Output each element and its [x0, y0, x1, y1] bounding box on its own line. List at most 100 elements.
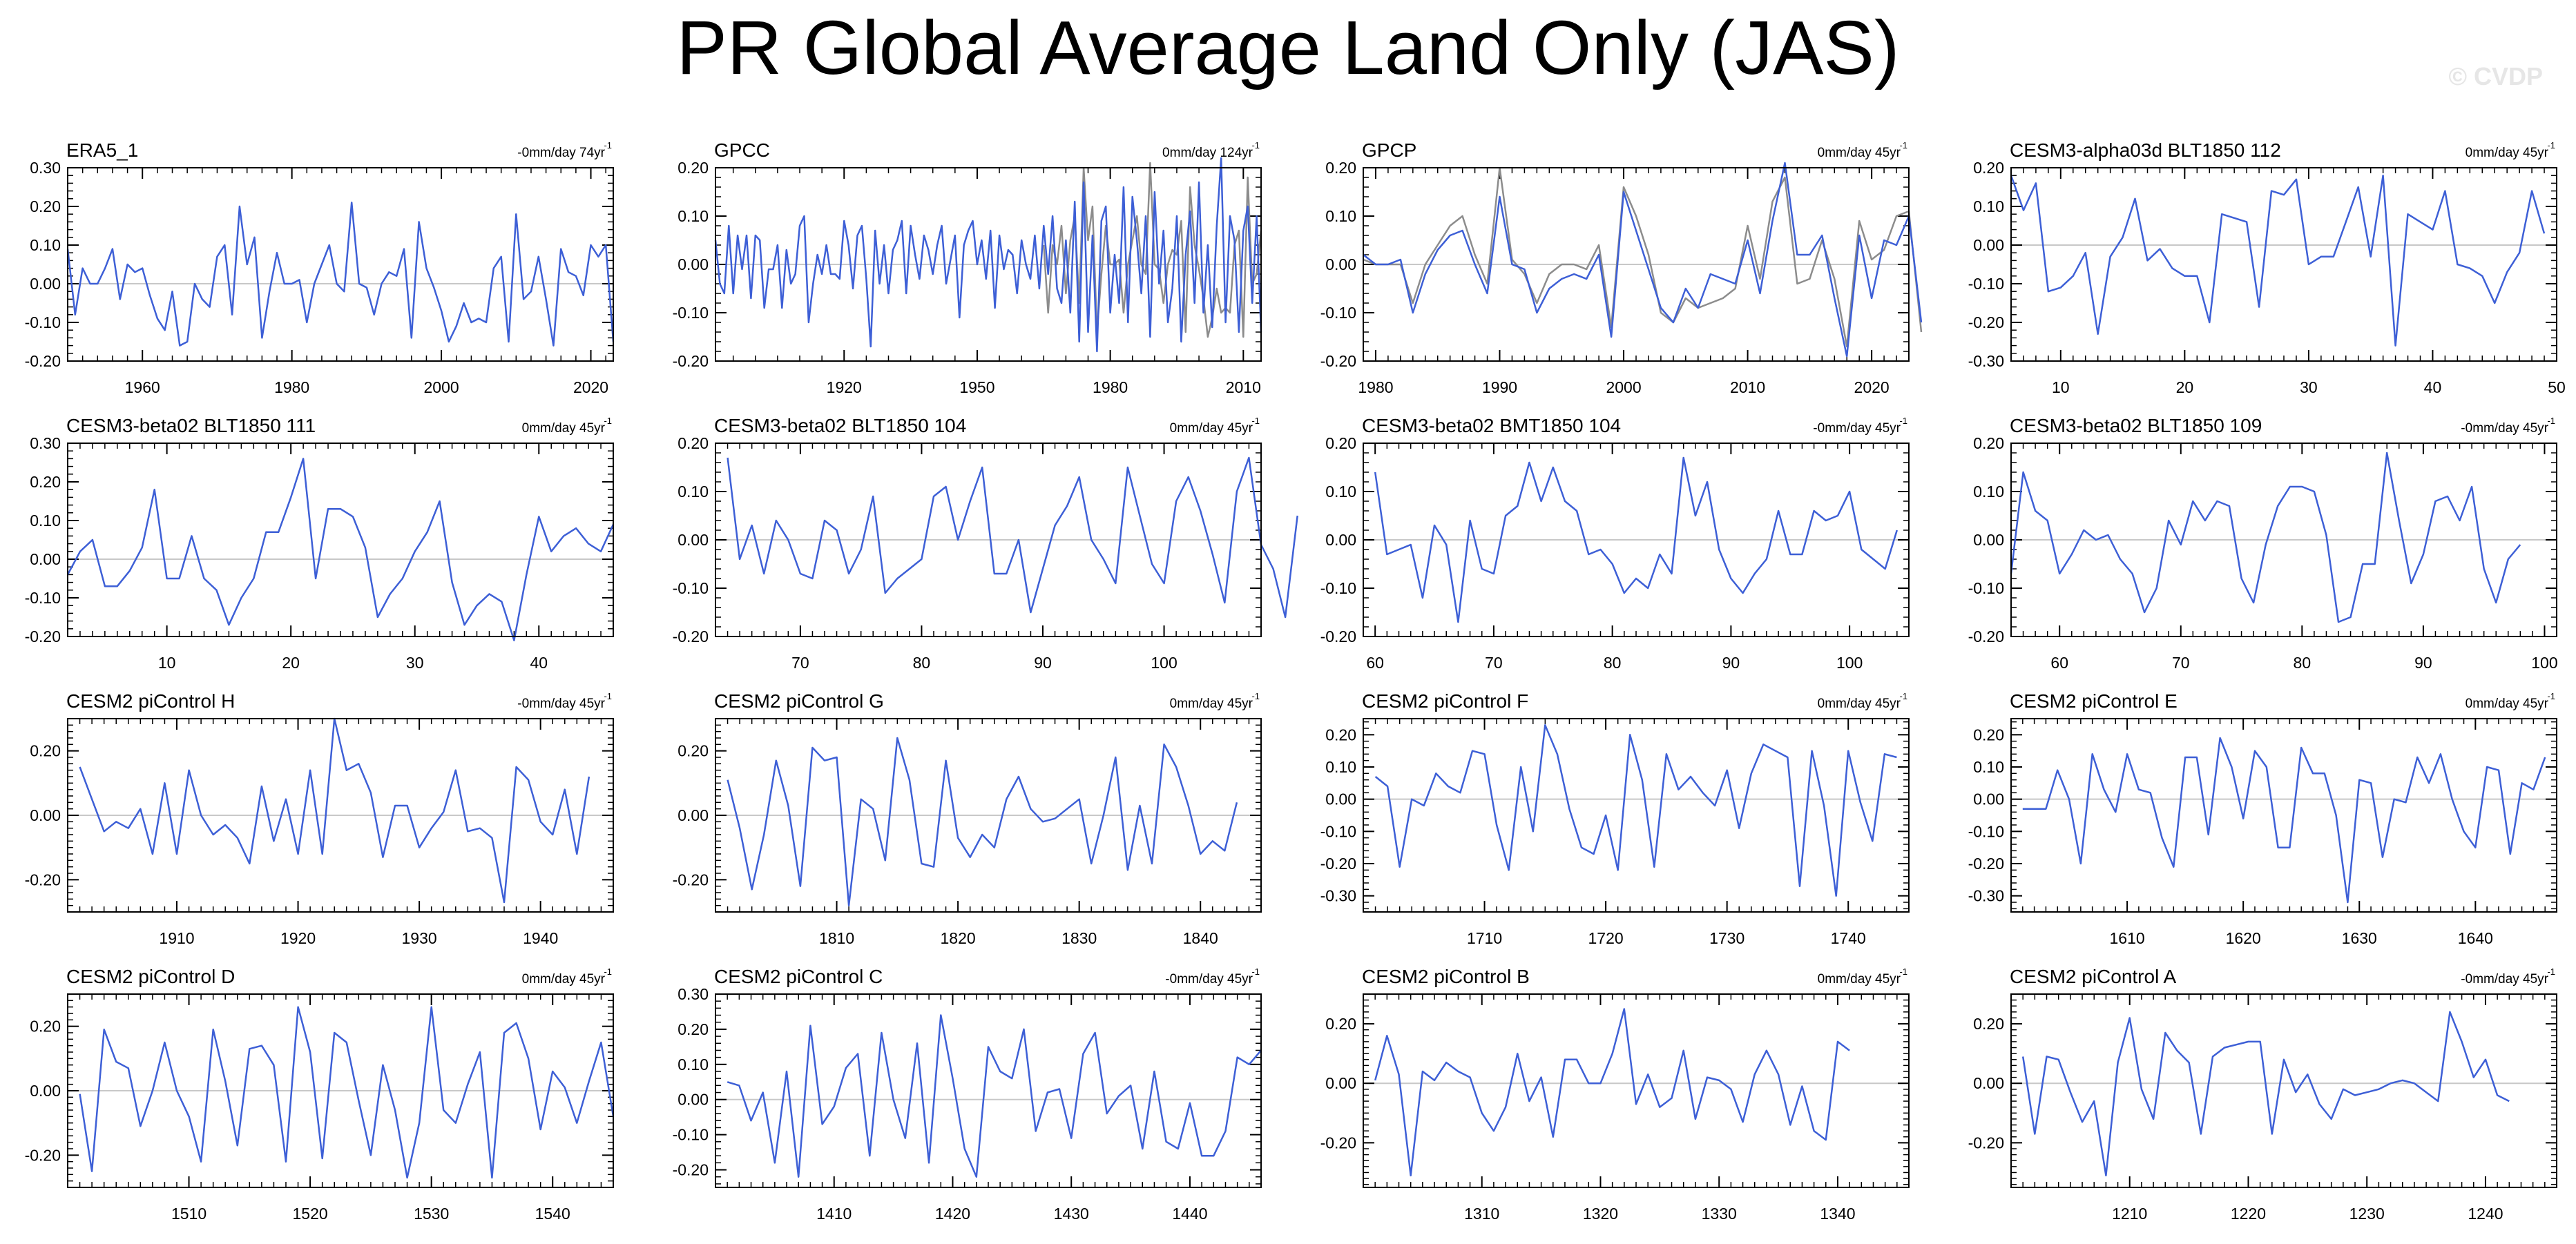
y-tick-label: -0.10	[1968, 822, 2004, 840]
x-tick-label: 80	[2294, 654, 2311, 672]
plot-frame	[67, 718, 614, 913]
x-tick-label: 2000	[424, 378, 459, 396]
panel-trend-exponent: -1	[2547, 140, 2555, 150]
data-line	[66, 458, 615, 641]
y-tick-label: -0.20	[1320, 628, 1356, 645]
data-line	[727, 737, 1238, 906]
x-tick-label: 1410	[816, 1205, 852, 1223]
x-tick-label: 2010	[1226, 378, 1261, 396]
panel-13: CESM2 piControl D 0mm/day 45yr-1 -0.20 0.00…	[25, 966, 615, 1223]
panel-7: CESM3-beta02 BMT1850 104 -0mm/day 45yr-1 -…	[1320, 415, 1910, 672]
y-tick-label: -0.30	[1968, 887, 2004, 905]
panel-title: ERA5_1	[66, 139, 138, 161]
y-tick-label: -0.10	[673, 1126, 709, 1144]
y-tick-label: 0.20	[1325, 434, 1356, 452]
data-line	[727, 1014, 1262, 1178]
x-tick-label: 40	[2424, 378, 2442, 396]
panel-trend-exponent: -1	[1899, 691, 1907, 701]
y-tick-label: 0.00	[30, 550, 61, 568]
panel-6: CESM3-beta02 BLT1850 104 0mm/day 45yr-1 -0…	[673, 415, 1298, 672]
x-tick-label: 20	[2176, 378, 2194, 396]
x-tick-label: 1420	[935, 1205, 970, 1223]
panel-trend: -0mm/day 45yr	[2461, 421, 2548, 436]
panel-11: CESM2 piControl F 0mm/day 45yr-1 -0.30 -0.2…	[1320, 690, 1910, 947]
x-tick-label: 1510	[171, 1205, 206, 1223]
y-tick-label: 0.30	[30, 159, 61, 177]
y-tick-label: -0.10	[1320, 822, 1356, 840]
y-tick-label: 0.10	[30, 512, 61, 529]
y-tick-label: 0.20	[1973, 159, 2004, 177]
x-tick-label: 1320	[1583, 1205, 1618, 1223]
y-tick-label: 0.00	[677, 531, 709, 549]
x-tick-label: 1730	[1709, 929, 1744, 947]
x-tick-label: 1980	[1093, 378, 1128, 396]
page-title: PR Global Average Land Only (JAS)	[676, 6, 1900, 90]
panel-trend-exponent: -1	[1251, 416, 1260, 426]
x-tick-label: 1740	[1831, 929, 1866, 947]
panel-trend-exponent: -1	[1899, 140, 1907, 150]
x-tick-label: 1230	[2349, 1205, 2385, 1223]
panel-trend: -0mm/day 45yr	[1165, 972, 1253, 987]
y-tick-label: -0.20	[1968, 1134, 2004, 1151]
y-tick-label: -0.20	[673, 1161, 709, 1179]
plot-frame	[715, 718, 1262, 913]
data-line	[2010, 451, 2521, 623]
plot-frame	[2010, 718, 2557, 913]
panel-trend-exponent: -1	[2547, 966, 2555, 977]
x-tick-label: 70	[791, 654, 809, 672]
x-tick-label: 2010	[1730, 378, 1765, 396]
x-tick-label: 1990	[1482, 378, 1517, 396]
panel-title: CESM2 piControl D	[66, 966, 235, 987]
y-tick-label: -0.20	[25, 871, 61, 888]
x-tick-label: 1620	[2226, 929, 2261, 947]
x-tick-label: 1840	[1183, 929, 1218, 947]
panel-16: CESM2 piControl A -0mm/day 45yr-1 -0.20 0.0…	[1968, 966, 2557, 1223]
y-tick-label: -0.10	[1968, 275, 2004, 293]
data-line	[2022, 737, 2546, 904]
panel-trend-exponent: -1	[604, 140, 612, 150]
data-line	[727, 456, 1298, 619]
panel-trend: -0mm/day 45yr	[517, 697, 605, 711]
x-tick-label: 1520	[293, 1205, 328, 1223]
x-tick-label: 90	[1034, 654, 1052, 672]
y-tick-label: -0.30	[1320, 887, 1356, 905]
plot-frame	[2010, 443, 2557, 637]
x-tick-label: 100	[2531, 654, 2557, 672]
panel-10: CESM2 piControl G 0mm/day 45yr-1 -0.20 0.00…	[673, 690, 1262, 947]
x-tick-label: 1830	[1061, 929, 1097, 947]
y-tick-label: 0.20	[677, 1020, 709, 1038]
data-line	[79, 717, 590, 904]
y-tick-label: -0.10	[673, 304, 709, 322]
y-tick-label: 0.20	[1973, 434, 2004, 452]
y-tick-label: 0.00	[1973, 531, 2004, 549]
x-tick-label: 80	[1604, 654, 1622, 672]
x-tick-label: 1960	[125, 378, 160, 396]
panel-12: CESM2 piControl E 0mm/day 45yr-1 -0.30 -0.2…	[1968, 690, 2557, 947]
x-tick-label: 1430	[1054, 1205, 1089, 1223]
x-tick-label: 1980	[1358, 378, 1393, 396]
y-tick-label: 0.00	[677, 1091, 709, 1109]
secondary-obs-line	[1363, 166, 1923, 348]
panel-14: CESM2 piControl C -0mm/day 45yr-1 -0.20 -0.…	[673, 966, 1262, 1223]
y-tick-label: -0.20	[673, 871, 709, 888]
y-tick-label: 0.10	[1973, 483, 2004, 500]
y-tick-label: -0.20	[1968, 313, 2004, 331]
x-tick-label: 60	[1366, 654, 1384, 672]
x-tick-label: 1720	[1588, 929, 1624, 947]
plot-frame	[67, 993, 614, 1188]
x-tick-label: 70	[2172, 654, 2190, 672]
x-tick-label: 20	[282, 654, 300, 672]
y-tick-label: 0.00	[677, 255, 709, 273]
plot-frame	[715, 443, 1262, 637]
watermark: © CVDP	[2448, 62, 2543, 90]
data-line	[1374, 1008, 1850, 1177]
x-tick-label: 2020	[573, 378, 608, 396]
y-tick-label: 0.20	[1325, 726, 1356, 744]
panel-title: CESM2 piControl F	[1362, 690, 1528, 712]
y-tick-label: -0.10	[25, 589, 61, 607]
plot-frame	[1363, 993, 1910, 1188]
y-tick-label: 0.30	[30, 434, 61, 452]
x-tick-label: 2020	[1854, 378, 1890, 396]
panel-title: CESM3-beta02 BLT1850 111	[66, 415, 316, 436]
